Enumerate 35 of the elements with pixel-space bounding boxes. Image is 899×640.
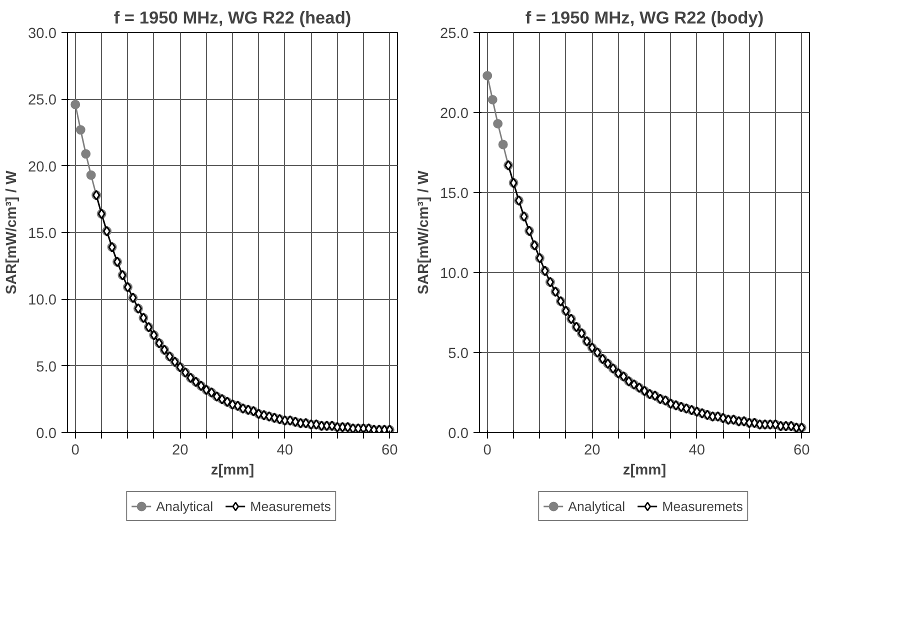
x-tick-label: 20 [584,442,600,458]
y-tick-label: 30.0 [28,26,57,42]
y-tick-label: 20.0 [440,106,469,122]
x-tick-label: 40 [688,442,706,458]
y-tick-label: 15.0 [28,226,57,242]
point [81,149,91,159]
y-tick-label: 10.0 [440,266,469,282]
chart-title: f = 1950 MHz, WG R22 (body) [525,8,764,28]
x-axis-title: z[mm] [210,462,254,478]
y-axis-title: SAR[mW/cm³] / W [416,170,432,294]
chart-title: f = 1950 MHz, WG R22 (head) [114,8,352,28]
x-axis-title: z[mm] [622,462,666,478]
point [86,170,96,180]
legend-label: Analytical [568,498,626,514]
x-tick-label: 40 [276,442,294,458]
point [76,125,86,135]
legend-label: Analytical [156,498,214,514]
y-tick-label: 5.0 [448,346,468,362]
y-tick-label: 0.0 [448,426,468,442]
point [70,100,80,110]
y-tick-label: 0.0 [36,426,56,442]
y-tick-label: 25.0 [440,26,469,42]
legend-label: Measuremets [662,498,743,514]
x-tick-label: 60 [381,442,398,458]
x-tick-label: 0 [71,442,80,458]
legend-label: Measuremets [250,498,331,514]
x-tick-label: 60 [793,442,810,458]
x-tick-label: 0 [483,442,492,458]
y-tick-label: 10.0 [28,292,57,309]
y-tick-label: 15.0 [440,186,469,202]
y-tick-label: 20.0 [28,159,57,176]
y-tick-label: 5.0 [36,359,56,376]
y-tick-label: 25.0 [28,92,57,109]
x-tick-label: 20 [172,442,188,458]
y-axis-title: SAR[mW/cm³] / W [4,170,20,294]
